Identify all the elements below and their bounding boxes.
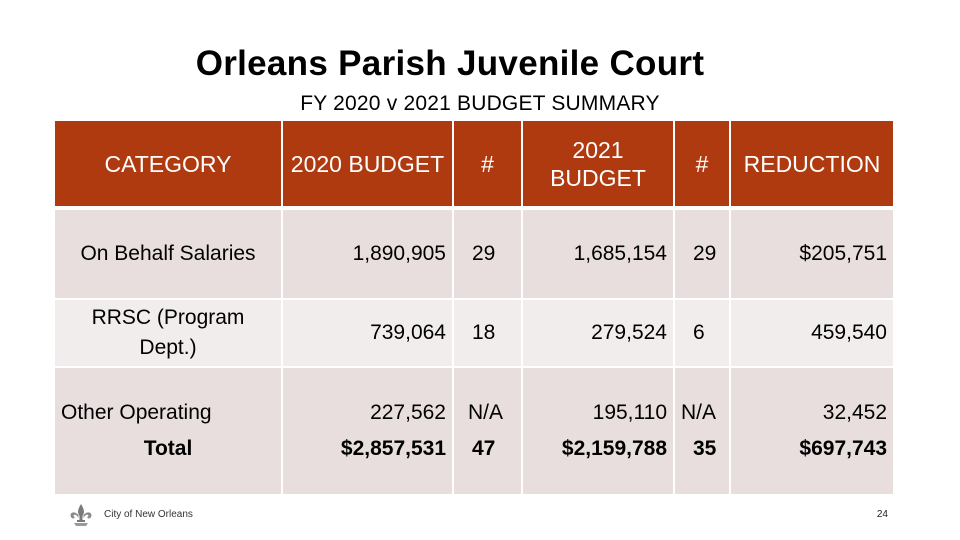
fleur-de-lis-icon xyxy=(66,502,96,528)
cell-budget-2020: 227,562 xyxy=(283,366,452,432)
table-row-total: Total $2,857,531 47 $2,159,788 35 $697,7… xyxy=(55,432,893,494)
table-row: Other Operating 227,562 N/A 195,110 N/A … xyxy=(55,366,893,432)
cell-budget-2021: $2,159,788 xyxy=(523,432,673,494)
cell-category: On Behalf Salaries xyxy=(55,206,281,298)
table-header-row: CATEGORY 2020 BUDGET # 2021 BUDGET # RED… xyxy=(55,121,893,206)
header-reduction: REDUCTION xyxy=(731,121,893,206)
slide-title: Orleans Parish Juvenile Court xyxy=(195,44,705,83)
table-row: RRSC (Program Dept.) 739,064 18 279,524 … xyxy=(55,298,893,366)
cell-count-2020: 18 xyxy=(454,298,521,366)
cell-budget-2020: 739,064 xyxy=(283,298,452,366)
cell-reduction: 32,452 xyxy=(731,366,893,432)
header-category: CATEGORY xyxy=(55,121,281,206)
cell-budget-2021: 195,110 xyxy=(523,366,673,432)
cell-budget-2021: 279,524 xyxy=(523,298,673,366)
cell-count-2021: 35 xyxy=(675,432,729,494)
cell-category: Total xyxy=(55,432,281,494)
header-2021-budget: 2021 BUDGET xyxy=(523,121,673,206)
footer-org: City of New Orleans xyxy=(104,509,193,520)
cell-count-2021: N/A xyxy=(675,366,729,432)
cell-count-2020: 47 xyxy=(454,432,521,494)
cell-reduction: $697,743 xyxy=(731,432,893,494)
page-number: 24 xyxy=(876,509,888,520)
cell-count-2021: 29 xyxy=(675,206,729,298)
cell-category: Other Operating xyxy=(55,366,281,432)
header-2020-budget: 2020 BUDGET xyxy=(283,121,452,206)
cell-count-2020: 29 xyxy=(454,206,521,298)
cell-budget-2020: $2,857,531 xyxy=(283,432,452,494)
budget-table: CATEGORY 2020 BUDGET # 2021 BUDGET # RED… xyxy=(53,121,895,494)
cell-reduction: 459,540 xyxy=(731,298,893,366)
cell-reduction: $205,751 xyxy=(731,206,893,298)
cell-count-2020: N/A xyxy=(454,366,521,432)
header-2021-count: # xyxy=(675,121,729,206)
cell-count-2021: 6 xyxy=(675,298,729,366)
cell-budget-2021: 1,685,154 xyxy=(523,206,673,298)
cell-budget-2020: 1,890,905 xyxy=(283,206,452,298)
cell-category: RRSC (Program Dept.) xyxy=(55,298,281,366)
slide-subtitle: FY 2020 v 2021 BUDGET SUMMARY xyxy=(300,92,660,115)
header-2020-count: # xyxy=(454,121,521,206)
table-row: On Behalf Salaries 1,890,905 29 1,685,15… xyxy=(55,206,893,298)
